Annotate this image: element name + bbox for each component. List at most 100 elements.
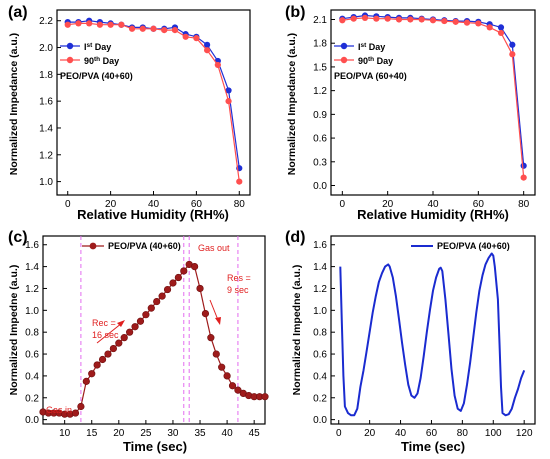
data-point-a-1: [204, 47, 211, 54]
ytick-label: 0.2: [313, 393, 327, 404]
xtick-label: 40: [395, 428, 407, 439]
data-point-c-0: [131, 323, 139, 331]
panel-b-xlabel: Relative Humidity (RH%): [357, 207, 509, 222]
data-point-b-1: [418, 16, 425, 23]
data-point-c-0: [180, 267, 188, 275]
data-point-c-0: [169, 279, 177, 287]
panel-b-ylabel: Normalized Impedance (a.u.): [286, 33, 298, 175]
data-point-c-0: [201, 310, 210, 318]
panel-b-legend: Ist Day 90th Day PEO/PVA (60+40): [334, 42, 407, 81]
data-point-b-1: [452, 18, 459, 25]
panel-c-legend: PEO/PVA (40+60): [82, 241, 181, 251]
ytick-label: 1.2: [313, 284, 327, 295]
data-point-c-0: [104, 350, 112, 358]
ytick-label: 0.0: [313, 415, 327, 426]
ytick-label: 1.6: [313, 240, 327, 251]
ytick-label: 1.2: [39, 150, 53, 161]
annotation-rec-arrowhead: [117, 320, 125, 327]
ytick-label: 0.6: [313, 134, 327, 145]
data-point-a-1: [150, 25, 157, 32]
xtick-label: 40: [427, 199, 439, 210]
data-point-a-1: [182, 33, 189, 40]
data-point-a-1: [193, 35, 200, 42]
data-point-c-0: [228, 382, 237, 390]
panel-d-xlabel: Time (sec): [401, 439, 465, 454]
legend-b-day1-marker: [340, 42, 348, 50]
ytick-label: 1.0: [25, 306, 39, 317]
data-point-c-0: [71, 409, 80, 417]
panel-a-frame: [56, 9, 251, 196]
xtick-label: 20: [113, 428, 125, 439]
annotation-rec-arrow: [96, 322, 123, 344]
ytick-label: 0.9: [313, 110, 327, 121]
data-point-c-0: [82, 377, 90, 385]
data-point-a-1: [86, 20, 93, 27]
xtick-label: 80: [457, 428, 469, 439]
panel-a-legend: Ist Day 90th Day PEO/PVA (40+60): [60, 42, 133, 81]
data-point-a-1: [118, 21, 125, 28]
legend-a-day90: 90th Day: [84, 56, 119, 67]
data-point-c-0: [126, 328, 134, 336]
data-point-c-0: [158, 292, 166, 300]
data-point-b-1: [441, 17, 448, 25]
ytick-label: 1.6: [39, 97, 53, 108]
panel-d-legend: PEO/PVA (40+60): [411, 241, 510, 251]
legend-b-day90: 90th Day: [358, 56, 393, 67]
ytick-label: 1.2: [25, 284, 39, 295]
ytick-label: 0.8: [313, 328, 327, 339]
data-point-a-1: [161, 27, 168, 34]
panel-a-material: PEO/PVA (40+60): [60, 71, 133, 81]
annotation-rec-line1: Rec =: [92, 318, 116, 328]
series-line-b-0: [342, 14, 525, 166]
data-point-c-0: [174, 273, 182, 282]
panel-d-letter: (d): [285, 229, 305, 246]
legend-a-day90-marker: [66, 56, 74, 64]
xtick-label: 40: [222, 428, 234, 439]
ytick-label: 0.8: [25, 328, 39, 339]
panel-c-ylabel: Normalized Impedne (a.u.): [8, 265, 20, 396]
panel-d-ylabel: Normalized Impedne (a.u.): [291, 265, 303, 396]
ytick-label: 0.0: [25, 415, 39, 426]
ytick-label: 1.4: [39, 123, 53, 134]
data-point-c-0: [109, 344, 117, 353]
ytick-label: 0.2: [25, 393, 39, 404]
data-point-b-1: [373, 15, 380, 22]
ytick-label: 0.4: [25, 371, 39, 382]
xtick-label: 60: [426, 428, 438, 439]
data-point-c-0: [191, 263, 199, 271]
ytick-label: 0.4: [313, 371, 327, 382]
ytick-label: 1.8: [313, 39, 327, 50]
panel-a: (a) 0 20 40 60 80 1.0 1.2 1.4 1.6 1.8 2.0 2.2 Norma…: [8, 4, 251, 222]
ytick-label: 1.4: [25, 262, 39, 273]
panel-a-marks: [64, 17, 243, 185]
xtick-label: 10: [59, 428, 71, 439]
data-point-b-1: [384, 15, 391, 22]
data-point-c-0: [136, 317, 145, 325]
data-point-b-0: [509, 41, 516, 48]
data-point-c-0: [261, 393, 269, 401]
annotation-res-arrowhead: [215, 317, 221, 325]
legend-d-label: PEO/PVA (40+60): [437, 241, 510, 251]
data-point-b-1: [361, 14, 369, 22]
panel-b-letter: (b): [285, 4, 305, 21]
data-point-b-1: [497, 29, 505, 37]
data-point-a-1: [64, 21, 71, 28]
data-point-b-1: [407, 16, 414, 23]
data-point-b-0: [497, 24, 505, 31]
panel-c-marks: [39, 236, 269, 424]
data-point-b-1: [395, 16, 403, 23]
legend-c-marker: [89, 242, 97, 250]
ytick-label: 1.5: [313, 62, 327, 73]
annotation-gas-out: Gas out: [198, 243, 230, 253]
data-point-c-0: [223, 372, 231, 380]
xtick-label: 20: [382, 199, 394, 210]
panel-c: (c) 10 15 20 25 30 35 40 45 0.0 0.2 0.4 0.6 0.8 1.0 1.…: [8, 229, 269, 454]
data-point-a-1: [225, 98, 232, 105]
data-point-c-0: [207, 334, 215, 342]
ytick-label: 1.6: [25, 240, 39, 251]
ytick-label: 1.4: [313, 262, 327, 273]
legend-c-label: PEO/PVA (40+60): [108, 241, 181, 251]
data-point-b-1: [350, 15, 357, 22]
ytick-label: 1.0: [313, 306, 327, 317]
